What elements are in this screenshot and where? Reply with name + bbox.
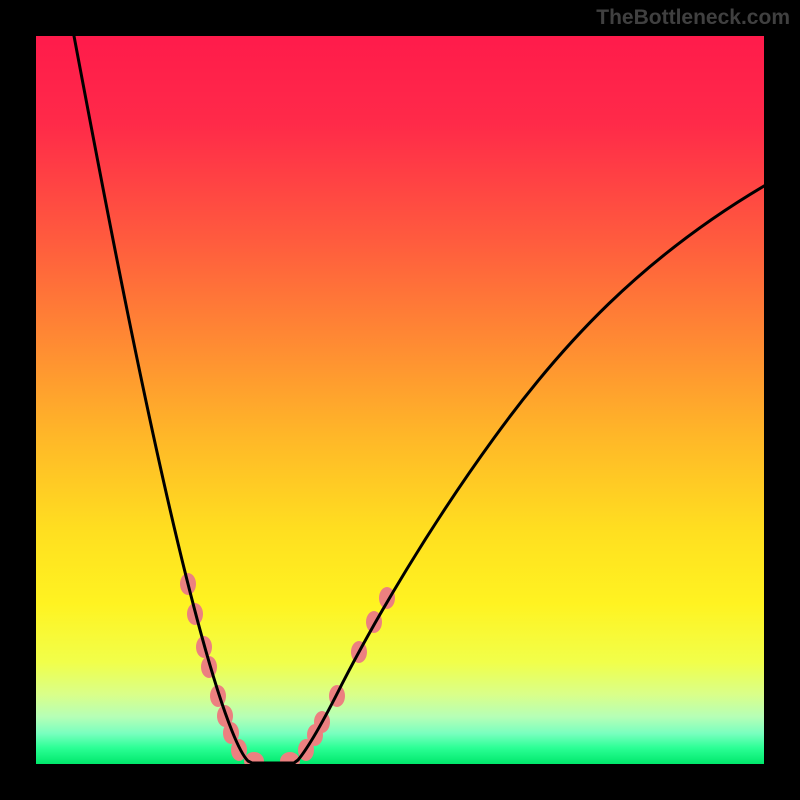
watermark-text: TheBottleneck.com	[596, 6, 790, 30]
curve-layer	[36, 36, 764, 764]
chart-frame: TheBottleneck.com	[0, 0, 800, 800]
plot-area	[36, 36, 764, 764]
bottleneck-curve	[74, 36, 764, 763]
